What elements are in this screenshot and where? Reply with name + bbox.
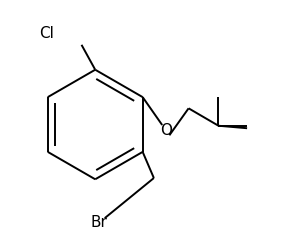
Text: Cl: Cl bbox=[39, 26, 54, 41]
Text: Br: Br bbox=[91, 215, 107, 230]
Text: O: O bbox=[160, 123, 172, 138]
